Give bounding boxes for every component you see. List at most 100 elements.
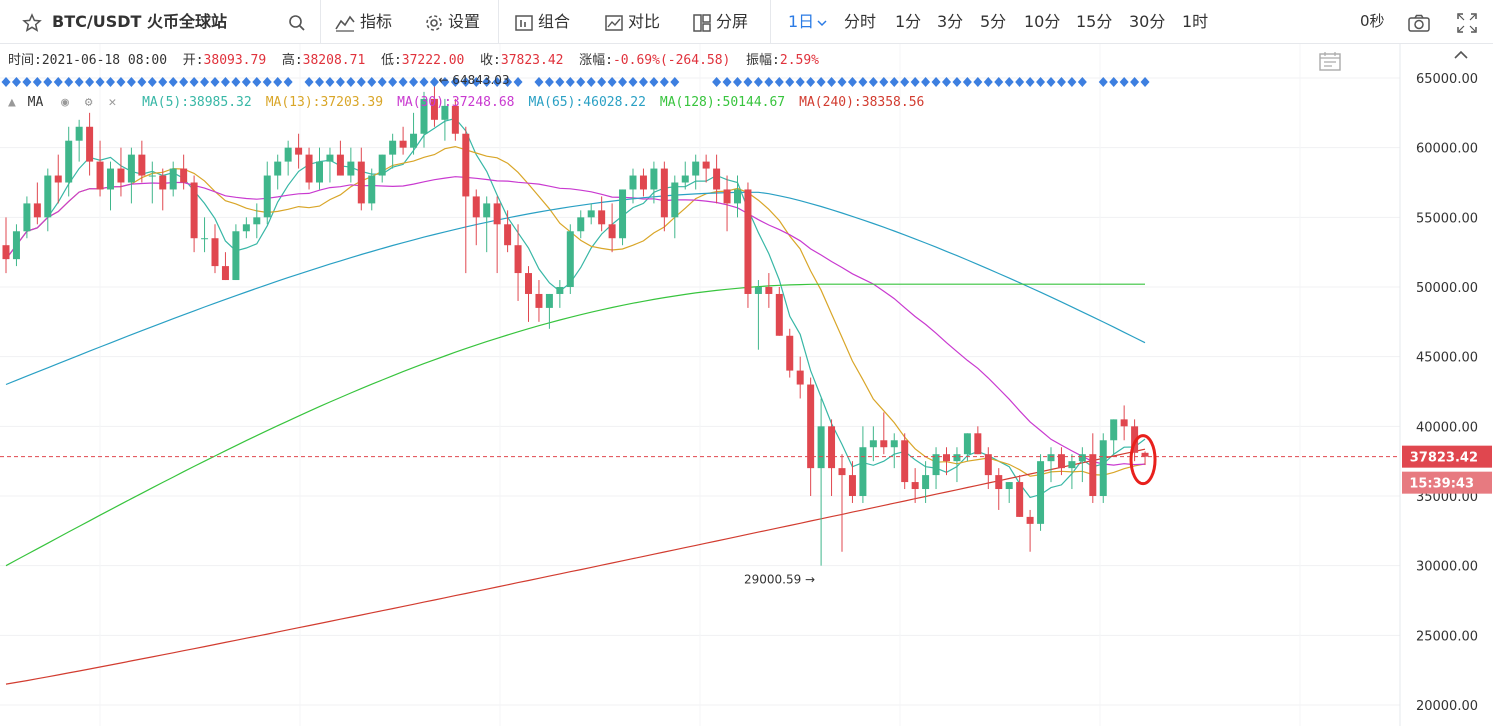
candle-body [775,293,783,336]
signal-diamond [618,77,628,87]
eye-icon[interactable]: ◉ [61,95,69,110]
candle-body [399,140,407,148]
candle-body [545,293,553,308]
candle-body [671,182,679,218]
signal-diamond [471,77,481,87]
candle-body [33,203,41,218]
y-tick-label: 40000.00 [1416,420,1478,435]
signal-diamond [1036,77,1046,87]
candle-body [159,175,167,190]
candle-body [754,287,762,294]
ma-legend-item: MA(128):50144.67 [659,95,786,110]
price-chart[interactable]: ← 64843.03 29000.59 → 65000.00 60000.00 550… [0,44,1493,726]
candle-body [232,231,240,281]
timeframe-1h[interactable]: 1时 [1182,12,1209,31]
candle-body [441,105,449,120]
indicators-label: 指标 [360,12,393,31]
candle-body [242,224,250,232]
favorite-button[interactable] [22,0,46,43]
signal-diamond [879,77,889,87]
y-tick-label: 55000.00 [1416,211,1478,226]
fullscreen-button[interactable] [1456,0,1482,43]
candles [2,80,1149,566]
candle-body [723,189,731,204]
signal-diamond [952,77,962,87]
price-axis: 65000.00 60000.00 55000.00 50000.00 45000.00… [1399,44,1492,726]
candle-body [639,175,647,190]
signal-diamond [398,77,408,87]
ma-line-128 [5,283,1145,567]
indicators-button[interactable]: 指标 [334,0,392,43]
candle-body [1099,440,1107,496]
candle-body [410,133,418,148]
candle-body [389,140,397,155]
signal-diamond [921,77,931,87]
candle-body [368,175,376,204]
ma-label[interactable]: MA [27,95,44,110]
signal-diamond [513,77,523,87]
signal-diamond [252,77,262,87]
close-icon[interactable]: ✕ [108,95,117,110]
calendar-button[interactable] [1318,50,1342,76]
timeframe-30m[interactable]: 30分 [1129,12,1166,31]
signal-diamond [1109,77,1119,87]
signal-diamond [712,77,722,87]
combo-button[interactable]: 组合 [514,0,570,43]
annotations: ← 64843.03 29000.59 → [0,73,1400,587]
candle-body [284,147,292,162]
signal-diamond [220,77,230,87]
candle-body [556,287,564,294]
signal-diamond [586,77,596,87]
countdown-setting[interactable]: 0秒 [1360,12,1385,30]
split-label: 分屏 [716,12,749,31]
signal-diamond [74,77,84,87]
settings-button[interactable]: 设置 [424,0,480,43]
signal-diamond [1119,77,1129,87]
combo-icon [515,14,533,31]
candle-body [608,224,616,239]
timeframe-10m[interactable]: 10分 [1024,12,1061,31]
candle-body [786,335,794,371]
candle-body [357,161,365,204]
signal-diamond [1140,77,1150,87]
signal-diamond [179,77,189,87]
signal-diamond [659,77,669,87]
candle-body [347,161,355,176]
candle-body [295,147,303,155]
candle-body [838,468,846,476]
timeframe-1m[interactable]: 1分 [895,12,922,31]
signal-diamond [95,77,105,87]
timeframe-1d[interactable]: 1日 [788,0,832,43]
candle-body [504,224,512,246]
low-annotation: 29000.59 → [744,573,815,587]
timeframe-5m[interactable]: 5分 [980,12,1007,31]
candle-body [566,231,574,287]
symbol-title[interactable]: BTC/USDT 火币全球站 [52,12,227,31]
scroll-up-button[interactable] [1452,46,1470,65]
split-screen-icon [693,13,711,32]
split-screen-button[interactable]: 分屏 [692,0,748,43]
compare-button[interactable]: 对比 [604,0,660,43]
symbol-search-button[interactable] [288,0,310,43]
timeframe-15m[interactable]: 15分 [1076,12,1113,31]
candle-body [462,133,470,197]
timeframe-3m[interactable]: 3分 [937,12,964,31]
y-tick-label: 45000.00 [1416,351,1478,366]
signal-diamond [1025,77,1035,87]
candle-body [911,482,919,490]
signal-diamond [53,77,63,87]
signal-diamond [137,77,147,87]
candle-body [692,161,700,176]
candle-body [472,196,480,218]
candle-body [963,433,971,455]
y-tick-label: 60000.00 [1416,142,1478,157]
candle-body [75,126,83,141]
y-tick-label: 30000.00 [1416,560,1478,575]
candle-body [953,454,961,462]
signal-diamond [147,77,157,87]
countdown-label: 15:39:43 [1409,477,1474,492]
screenshot-button[interactable] [1407,0,1435,43]
candle-body [525,273,532,294]
gear-icon[interactable]: ⚙ [84,95,93,110]
timeframe-tick[interactable]: 分时 [844,12,877,31]
